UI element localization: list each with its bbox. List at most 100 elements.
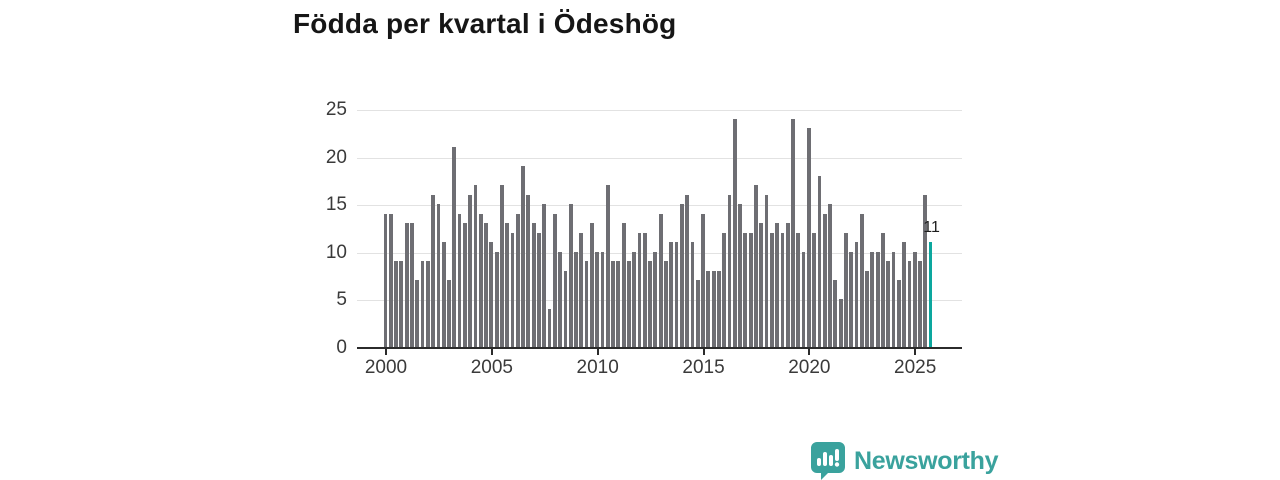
y-axis-tick-label: 15: [325, 194, 347, 216]
chart-title: Födda per kvartal i Ödeshög: [293, 8, 677, 39]
bar-quarter: [537, 232, 541, 347]
highlighted-bar-value-label: 11: [923, 219, 940, 237]
bar-quarter: [727, 194, 732, 347]
bar-quarter: [722, 232, 727, 347]
bar-quarter: [621, 223, 626, 347]
bar-quarter: [410, 223, 414, 347]
x-axis-tick-label: 2005: [470, 357, 513, 378]
bar-quarter: [404, 223, 409, 347]
bar-quarter: [579, 232, 584, 347]
x-axis-tick-label: 2025: [894, 357, 937, 378]
y-axis-tick-label: 5: [336, 289, 347, 311]
bar-quarter: [865, 270, 869, 347]
bar-quarter: [505, 223, 510, 347]
bar-quarter: [648, 261, 652, 347]
x-axis-tick-label: 2010: [576, 357, 619, 378]
bar-quarter: [468, 194, 473, 347]
bar-quarter: [844, 232, 848, 347]
bar-quarter: [685, 194, 690, 347]
bar-quarter: [732, 118, 737, 347]
bar-quarter: [854, 242, 859, 347]
bar-quarter: [764, 194, 769, 347]
bar-quarter: [447, 280, 451, 347]
bar-quarter: [388, 213, 393, 347]
bar-quarter: [881, 232, 885, 347]
bar-quarter: [923, 194, 928, 347]
bar-quarter: [907, 261, 912, 347]
gridline-y-25: [357, 110, 962, 111]
bar-quarter: [743, 232, 748, 347]
x-axis-tick-label: 2020: [788, 357, 831, 378]
bar-quarter: [785, 223, 790, 347]
bar-quarter: [441, 242, 446, 347]
bar-quarter: [563, 270, 568, 347]
newsworthy-logo-text: Newsworthy: [854, 446, 999, 475]
bar-quarter: [674, 242, 679, 347]
bar-quarter: [838, 299, 843, 347]
bar-quarter: [891, 251, 896, 347]
bar-quarter: [627, 261, 631, 347]
bar-quarter: [918, 261, 922, 347]
bar-quarter: [833, 280, 838, 347]
bar-quarter: [875, 251, 880, 347]
x-axis-tick: [808, 349, 811, 355]
bar-quarter: [494, 251, 499, 347]
x-axis-tick: [702, 349, 705, 355]
bar-quarter: [902, 242, 906, 347]
bar-quarter: [521, 166, 525, 347]
bar-quarter: [637, 232, 642, 347]
bar-quarter: [600, 251, 605, 347]
bar-quarter: [759, 223, 764, 347]
bar-quarter: [690, 242, 695, 347]
bar-quarter: [664, 261, 668, 347]
bar-quarter: [515, 213, 520, 347]
bar-quarter: [658, 213, 663, 347]
bar-quarter: [589, 223, 594, 347]
bar-quarter: [510, 232, 515, 347]
bar-quarter: [801, 251, 806, 347]
bar-quarter: [859, 213, 864, 347]
x-axis-tick: [490, 349, 493, 355]
bar-quarter: [886, 261, 891, 347]
bar-quarter: [436, 204, 441, 347]
bar-quarter: [605, 185, 610, 347]
bar-quarter: [568, 204, 573, 347]
bar-quarter: [542, 204, 547, 347]
bar-quarter: [775, 223, 779, 347]
x-axis-tick-label: 2015: [682, 357, 725, 378]
bar-quarter: [642, 232, 647, 347]
x-axis-line: [357, 347, 962, 349]
gridline-y-15: [357, 205, 962, 207]
bar-quarter: [616, 261, 621, 347]
bar-quarter: [478, 213, 483, 347]
bar-quarter: [791, 118, 795, 347]
y-axis-tick-label: 25: [325, 99, 347, 120]
bar-quarter: [828, 204, 832, 347]
bar-quarter: [817, 175, 822, 347]
bar-quarter: [632, 251, 637, 347]
bar-quarter: [701, 213, 705, 347]
bar-quarter: [574, 251, 578, 347]
bar-quarter: [452, 147, 457, 347]
bar-quarter: [912, 251, 917, 347]
bar-quarter: [526, 194, 531, 347]
bar-quarter: [552, 213, 557, 347]
bar-quarter: [669, 242, 674, 347]
y-axis-tick-label: 20: [325, 146, 347, 168]
bar-quarter: [547, 308, 552, 347]
bar-quarter: [796, 232, 801, 347]
y-axis-tick-label: 10: [325, 241, 347, 263]
bar-quarter: [399, 261, 404, 347]
bar-quarter: [462, 223, 467, 347]
bar-quarter: [780, 232, 785, 347]
x-axis-tick: [385, 349, 387, 355]
bar-quarter: [473, 185, 478, 347]
bar-quarter: [457, 213, 462, 347]
bar-quarter: [558, 251, 563, 347]
bar-quarter: [394, 261, 398, 347]
bar-quarter: [695, 280, 700, 347]
newsworthy-logo-icon: [810, 441, 846, 480]
bar-quarter: [595, 251, 600, 347]
bar-quarter: [611, 261, 615, 347]
